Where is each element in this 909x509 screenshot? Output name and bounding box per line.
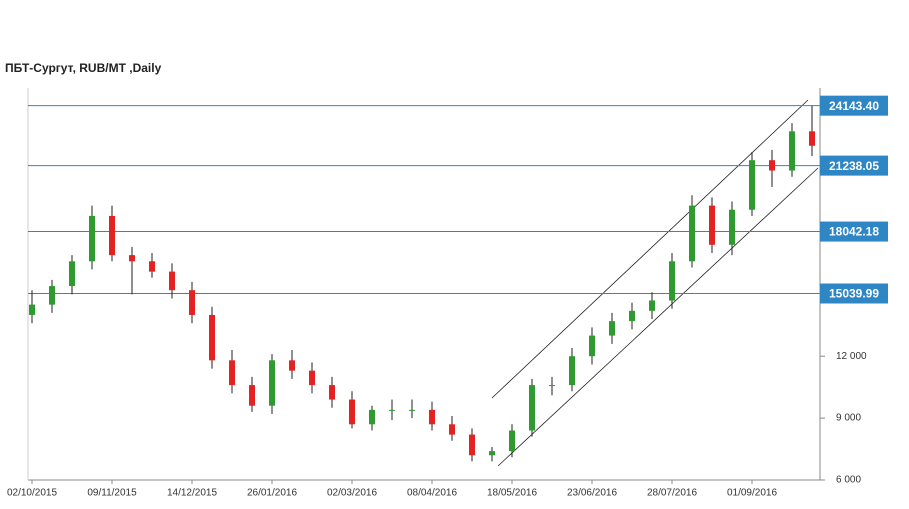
candle-body [669,261,675,301]
x-tick-label: 01/09/2016 [727,488,777,499]
level-label: 15039.99 [829,287,879,301]
x-tick-label: 08/04/2016 [407,488,457,499]
level-label: 18042.18 [829,225,879,239]
candle-body [569,356,575,386]
level-box [820,283,888,304]
candle-body [89,215,95,262]
candle-body [129,255,135,262]
candle-body [369,409,375,425]
x-tick-label: 18/05/2016 [487,488,537,499]
candle-body [729,209,735,245]
candle-body [29,304,35,315]
candle-body [229,360,235,386]
candle-body [209,314,215,361]
chart-title: ПБТ-Сургут, RUB/MT ,Daily [5,61,162,75]
candle-body [249,385,255,406]
candle-body [449,424,455,435]
candle-body [769,160,775,171]
candle-body [109,215,115,256]
candle-body [529,385,535,431]
candle-body [549,385,555,387]
candle-body [469,434,475,456]
candle-body [649,300,655,311]
candle-body [789,131,795,171]
channel-lower [497,167,819,467]
candle-body [169,271,175,291]
candle-body [269,360,275,406]
x-tick-label: 23/06/2016 [567,488,617,499]
x-tick-label: 28/07/2016 [647,488,697,499]
candle-body [689,205,695,262]
candle-body [149,261,155,272]
level-box [820,155,888,176]
candle-body [489,451,495,456]
candle-body [429,409,435,425]
channel-upper [491,99,809,399]
candle-body [49,286,55,305]
y-tick-label: 6 000 [836,475,861,486]
candle-body [609,321,615,336]
y-tick-label: 12 000 [836,351,867,362]
candle-body [309,370,315,386]
x-tick-label: 26/01/2016 [247,488,297,499]
x-tick-label: 02/10/2015 [7,488,57,499]
candle-body [629,310,635,322]
y-tick-label: 9 000 [836,413,861,424]
level-label: 24143.40 [829,99,879,113]
candle-body [69,261,75,287]
candle-body [389,409,395,411]
candle-body [289,360,295,371]
candle-body [589,335,595,357]
candle-body [189,290,195,315]
candle-body [509,430,515,452]
x-tick-label: 09/11/2015 [87,488,137,499]
level-box [820,95,888,116]
level-label: 21238.05 [829,159,879,173]
candle-body [349,399,355,425]
candle-body [709,205,715,245]
x-tick-label: 14/12/2015 [167,488,217,499]
candle-body [329,385,335,400]
x-tick-label: 02/03/2016 [327,488,377,499]
candle-body [809,131,815,146]
candle-body [749,160,755,210]
level-box [820,221,888,242]
candle-body [409,409,415,411]
